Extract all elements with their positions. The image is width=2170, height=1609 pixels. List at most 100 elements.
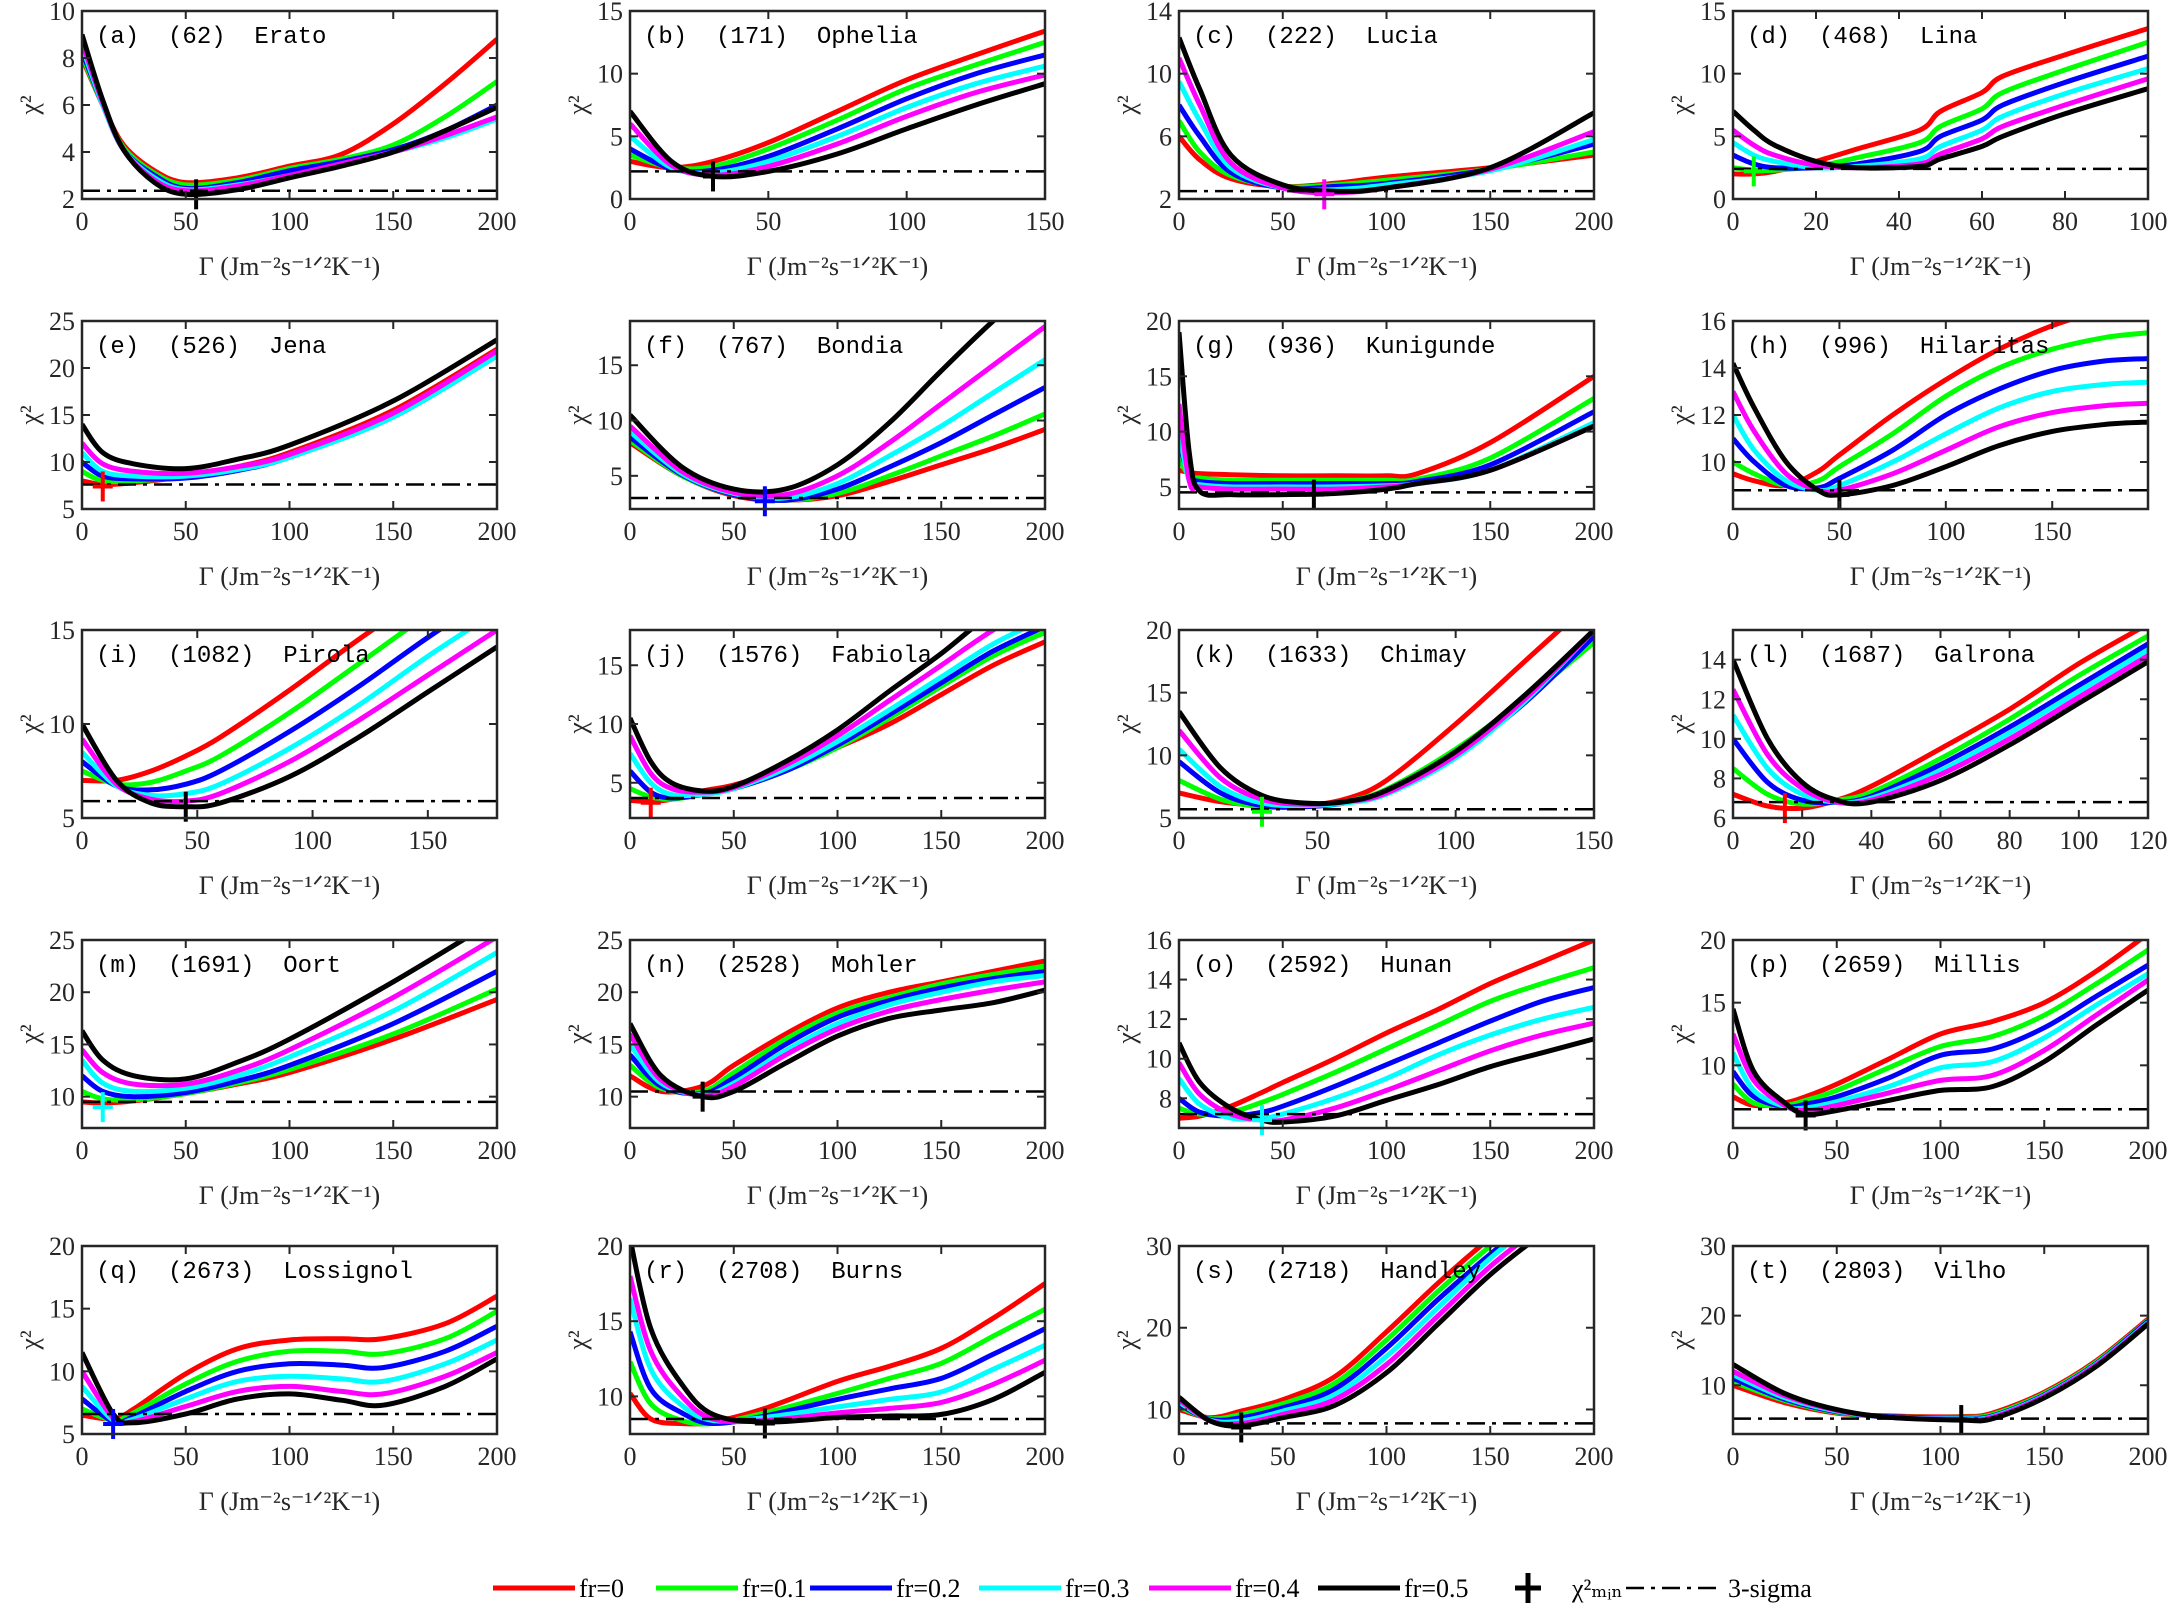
x-tick-label: 200	[1026, 517, 1065, 546]
curves	[630, 958, 1045, 1101]
subplot-e: 0 50 100 150 200 5 10 15 20 25 Γ (Jm⁻²s⁻¹ᐟ²K⁻¹) χ² (…	[15, 307, 517, 591]
chi2-min-marker	[754, 486, 775, 517]
y-tick-label: 10	[1146, 418, 1172, 447]
y-axis-label: χ²	[1666, 405, 1695, 426]
y-tick-label: 30	[1146, 1232, 1172, 1261]
series-line-fr=0.5	[1179, 1246, 1530, 1429]
x-tick-label: 100	[818, 1136, 857, 1165]
x-tick-label: 150	[2025, 1442, 2064, 1471]
x-tick-label: 100	[818, 826, 857, 855]
y-tick-label: 15	[1146, 362, 1172, 391]
curves	[1733, 630, 2148, 812]
three-sigma-legend-label: 3-sigma	[1728, 1574, 1812, 1603]
y-tick-label: 5	[1159, 473, 1172, 502]
x-tick-label: 200	[1026, 1136, 1065, 1165]
x-tick-label: 100	[270, 517, 309, 546]
legend-item-fr=0.2: fr=0.2	[810, 1574, 960, 1603]
x-tick-label: 200	[2129, 1136, 2168, 1165]
y-tick-label: 10	[49, 1357, 75, 1386]
x-tick-label: 100	[1367, 517, 1406, 546]
legend-item-fr=0.3: fr=0.3	[979, 1574, 1129, 1603]
x-tick-label: 100	[818, 517, 857, 546]
x-tick-label: 40	[1886, 207, 1912, 236]
y-axis-label: χ²	[1112, 1024, 1141, 1045]
x-tick-label: 100	[1926, 517, 1965, 546]
x-axis-label: Γ (Jm⁻²s⁻¹ᐟ²K⁻¹)	[747, 1487, 928, 1516]
y-tick-label: 5	[62, 804, 75, 833]
x-tick-label: 200	[1026, 826, 1065, 855]
y-tick-label: 6	[1713, 804, 1726, 833]
x-axis-label: Γ (Jm⁻²s⁻¹ᐟ²K⁻¹)	[1850, 1181, 2031, 1210]
x-tick-label: 200	[1575, 1136, 1614, 1165]
series-line-fr=0.5	[630, 630, 975, 794]
series-line-fr=0.3	[1733, 66, 2148, 171]
x-tick-label: 0	[1173, 1136, 1186, 1165]
x-tick-label: 50	[173, 1442, 199, 1471]
x-tick-label: 0	[624, 207, 637, 236]
subplot-title: (s) (2718) Handley	[1193, 1259, 1481, 1286]
x-tick-label: 150	[1471, 1442, 1510, 1471]
chi2-min-marker	[1795, 1100, 1816, 1131]
x-tick-label: 50	[755, 207, 781, 236]
series-line-fr=0.5	[1733, 658, 2148, 807]
subplot-title: (p) (2659) Millis	[1747, 953, 2021, 980]
subplot-i: 0 50 100 150 5 10 15 Γ (Jm⁻²s⁻¹ᐟ²K⁻¹) χ² (i) (108…	[15, 616, 499, 900]
x-axis-label: Γ (Jm⁻²s⁻¹ᐟ²K⁻¹)	[199, 562, 380, 591]
x-tick-label: 100	[1921, 1136, 1960, 1165]
y-tick-label: 10	[1700, 1371, 1726, 1400]
series-line-fr=0.4	[1179, 1020, 1594, 1124]
subplot-t: 0 50 100 150 200 10 20 30 Γ (Jm⁻²s⁻¹ᐟ²K⁻¹) χ² (t) …	[1666, 1232, 2168, 1516]
series-line-fr=0.5	[1179, 630, 1594, 807]
subplot-g: 0 50 100 150 200 5 10 15 20 Γ (Jm⁻²s⁻¹ᐟ²K⁻¹) χ² (g)…	[1112, 307, 1614, 591]
subplot-title: (a) (62) Erato	[96, 24, 326, 51]
chi2-min-marker	[1743, 156, 1764, 187]
y-tick-label: 10	[597, 1382, 623, 1411]
legend-label: fr=0.2	[896, 1574, 960, 1603]
subplot-q: 0 50 100 150 200 5 10 15 20 Γ (Jm⁻²s⁻¹ᐟ²K⁻¹) χ² (q)…	[15, 1232, 517, 1516]
curves	[630, 28, 1045, 180]
x-tick-label: 0	[624, 517, 637, 546]
x-tick-label: 150	[922, 1136, 961, 1165]
subplot-title: (j) (1576) Fabiola	[644, 643, 932, 670]
x-tick-label: 80	[1997, 826, 2023, 855]
subplot-h: 0 50 100 150 10 12 14 16 Γ (Jm⁻²s⁻¹ᐟ²K⁻¹) χ² (h) (…	[1666, 307, 2150, 591]
legend-label: fr=0.1	[742, 1574, 806, 1603]
x-tick-label: 100	[270, 1442, 309, 1471]
y-tick-label: 10	[597, 407, 623, 436]
chi2-min-marker	[640, 787, 661, 818]
curves	[1733, 26, 2148, 177]
y-tick-label: 25	[597, 926, 623, 955]
x-tick-label: 50	[1824, 1136, 1850, 1165]
x-tick-label: 150	[922, 826, 961, 855]
y-tick-label: 5	[1713, 122, 1726, 151]
x-axis-label: Γ (Jm⁻²s⁻¹ᐟ²K⁻¹)	[1850, 252, 2031, 281]
y-axis-label: χ²	[563, 95, 592, 116]
y-tick-label: 15	[597, 651, 623, 680]
y-axis-label: χ²	[1112, 1330, 1141, 1351]
y-tick-label: 0	[1713, 185, 1726, 214]
y-tick-label: 5	[62, 495, 75, 524]
x-tick-label: 100	[2129, 207, 2168, 236]
y-axis-label: χ²	[1666, 1330, 1695, 1351]
y-tick-label: 10	[1700, 1051, 1726, 1080]
y-tick-label: 20	[1146, 307, 1172, 336]
x-tick-label: 0	[1173, 517, 1186, 546]
y-tick-label: 8	[62, 44, 75, 73]
series-line-fr=0.4	[630, 324, 1045, 499]
x-tick-label: 50	[1270, 1442, 1296, 1471]
y-tick-label: 8	[1159, 1084, 1172, 1113]
subplot-title: (t) (2803) Vilho	[1747, 1259, 2006, 1286]
y-tick-label: 5	[1159, 804, 1172, 833]
subplot-p: 0 50 100 150 200 10 15 20 Γ (Jm⁻²s⁻¹ᐟ²K⁻¹) χ² (p) …	[1666, 926, 2168, 1210]
y-tick-label: 12	[1700, 685, 1726, 714]
series-line-fr=0.3	[630, 1297, 1045, 1424]
y-tick-label: 15	[1146, 679, 1172, 708]
x-tick-label: 100	[1367, 207, 1406, 236]
subplot-m: 0 50 100 150 200 10 15 20 25 Γ (Jm⁻²s⁻¹ᐟ²K⁻¹) χ² (m…	[15, 926, 517, 1210]
legend-item-fr=0.5: fr=0.5	[1318, 1574, 1468, 1603]
x-tick-label: 50	[1270, 207, 1296, 236]
x-tick-label: 100	[818, 1442, 857, 1471]
y-tick-label: 15	[49, 616, 75, 645]
x-tick-label: 0	[624, 826, 637, 855]
